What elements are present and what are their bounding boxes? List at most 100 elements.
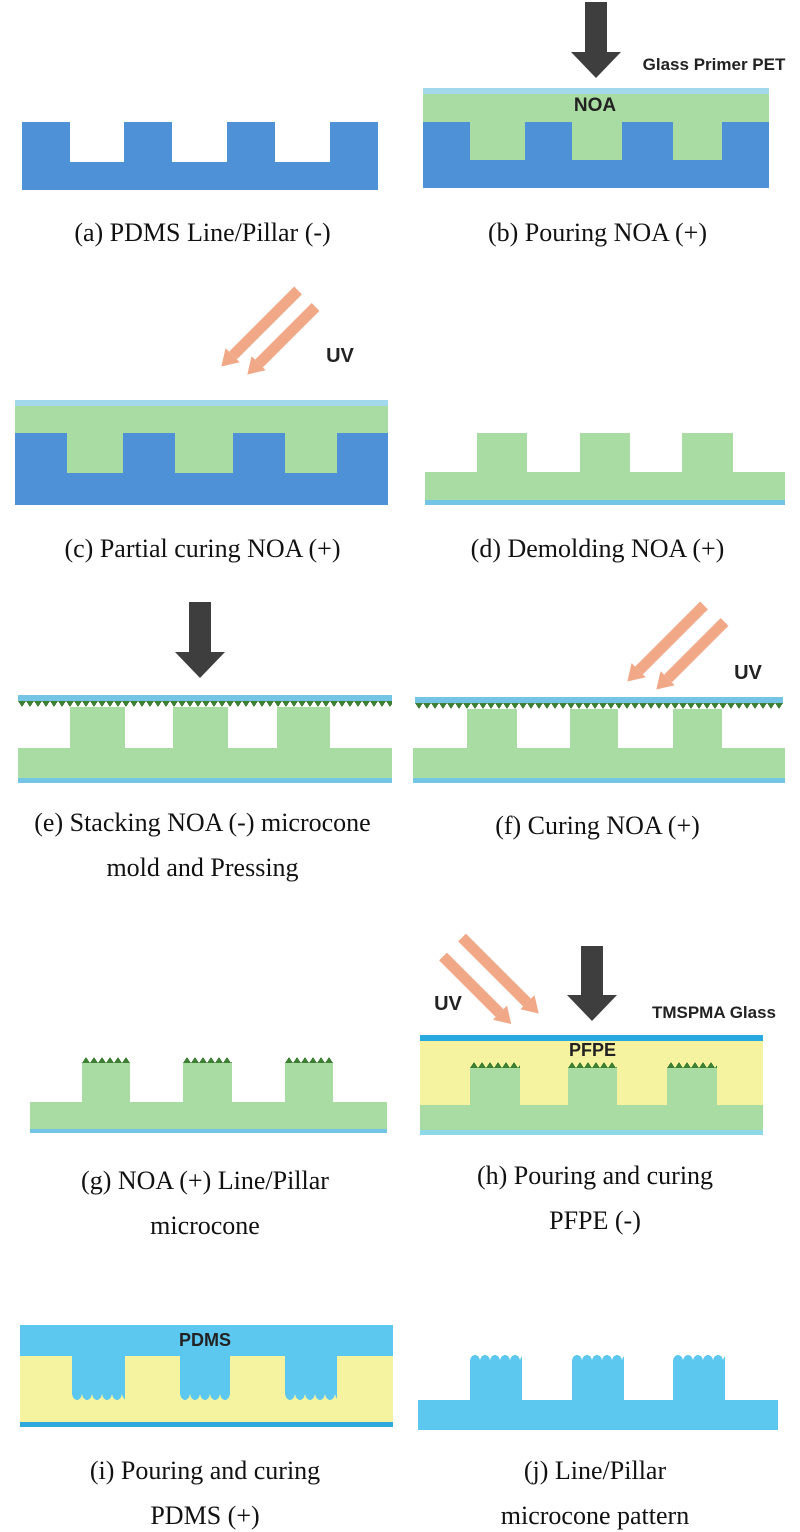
pdms-tooth [673,1361,725,1401]
pet-film [413,778,785,783]
pfpe-label: PFPE [568,1040,616,1060]
caption-e-line2: mold and Pressing [106,853,299,882]
pet-film [18,778,392,783]
caption-g: (g) NOA (+) Line/Pillar microcone [5,1158,405,1248]
caption-a: (a) PDMS Line/Pillar (-) [74,218,331,247]
noa-tooth [580,433,630,473]
pet-film [425,500,785,505]
caption-h-line1: (h) Pouring and curing [476,1161,714,1190]
noa-base [30,1102,387,1129]
microcone-row [82,1057,130,1063]
tmspma-glass-slide [420,1035,763,1041]
uv-label: UV [734,662,762,684]
caption-j-line1: (j) Line/Pillar [523,1456,667,1485]
pdms-base [418,1400,778,1430]
pdms-tooth [525,122,572,160]
noa-layer [15,406,388,473]
pdms-tooth [72,1355,125,1393]
pdms-tooth [330,122,378,163]
pdms-tooth [123,433,175,473]
pdms-tooth [722,122,769,160]
caption-b: (b) Pouring NOA (+) [487,218,708,247]
tmspma-glass-label: TMSPMA Glass [651,1003,777,1022]
uv-arrow-icon [635,601,708,675]
pdms-tooth [285,1355,337,1393]
noa-tooth [570,709,618,748]
noa-base [425,472,785,500]
caption-j-line2: microcone pattern [500,1501,690,1530]
noa-base [420,1105,763,1130]
microcone-replica-row [285,1393,337,1400]
down-arrow-head-icon [567,995,617,1021]
microcone-row [568,1062,617,1068]
pet-film [15,400,388,406]
caption-d: (d) Demolding NOA (+) [470,534,725,563]
pdms-tooth [423,122,470,160]
caption-e-line1: (e) Stacking NOA (-) microcone [34,808,371,837]
noa-base [18,748,392,778]
noa-tooth [682,433,733,473]
pdms-tooth [15,433,67,473]
microcone-row [470,1062,520,1068]
pdms-label: PDMS [178,1330,231,1350]
pet-film [420,1130,763,1135]
pet-film [30,1129,387,1133]
down-arrow-icon [581,946,603,996]
pdms-tooth [470,1361,522,1401]
noa-layer [423,94,769,160]
pdms-mold-base [423,160,769,188]
uv-arrow-icon [255,303,320,368]
caption-e: (e) Stacking NOA (-) microcone mold and … [0,800,405,890]
pdms-tooth [22,122,70,163]
pdms-tooth [124,122,172,163]
uv-arrow-icon [458,933,531,1007]
caption-c: (c) Partial curing NOA (+) [64,534,341,563]
caption-i: (i) Pouring and curing PDMS (+) [5,1448,405,1532]
caption-h: (h) Pouring and curing PFPE (-) [400,1153,790,1243]
caption-i-line2: PDMS (+) [150,1501,260,1530]
caption-j: (j) Line/Pillar microcone pattern [400,1448,790,1532]
down-arrow-head-icon [175,652,225,678]
microcone-row [415,703,783,709]
noa-tooth [82,1063,130,1103]
pdms-tooth [622,122,673,160]
down-arrow-head-icon [571,52,621,78]
pet-film [423,88,769,94]
pdms-tooth [233,433,285,473]
noa-tooth [477,433,527,473]
caption-f: (f) Curing NOA (+) [495,811,700,840]
pdms-layer [20,1325,393,1356]
noa-tooth [667,1068,717,1106]
noa-tooth [70,707,125,748]
glass-slide [20,1422,393,1427]
noa-base [413,748,785,778]
pdms-mold-base [22,162,378,190]
caption-i-line1: (i) Pouring and curing [89,1456,321,1485]
microcone-replica-row [72,1393,125,1400]
microcone-replica-row [180,1393,230,1400]
down-arrow-icon [189,602,211,653]
noa-label: NOA [573,95,617,116]
microcone-row [667,1062,717,1068]
noa-tooth [277,707,330,748]
uv-label: UV [434,993,462,1015]
microcone-replica-row [673,1355,725,1361]
noa-tooth [285,1063,333,1103]
microcone-row [18,701,392,707]
caption-g-line1: (g) NOA (+) Line/Pillar [81,1166,329,1195]
microcone-row [285,1057,333,1063]
pdms-tooth [572,1361,624,1401]
microcone-replica-row [572,1355,624,1361]
noa-tooth [173,707,228,748]
microcone-mold-film [415,697,783,703]
glass-primer-pet-label: Glass Primer PET [642,55,786,74]
microcone-row [183,1057,232,1063]
caption-g-line2: microcone [150,1211,260,1240]
uv-label: UV [326,345,354,367]
caption-h-line2: PFPE (-) [549,1206,641,1235]
pdms-mold-base [15,473,388,505]
microcone-mold-film [18,695,392,701]
noa-tooth [470,1068,520,1106]
noa-tooth [673,709,722,748]
